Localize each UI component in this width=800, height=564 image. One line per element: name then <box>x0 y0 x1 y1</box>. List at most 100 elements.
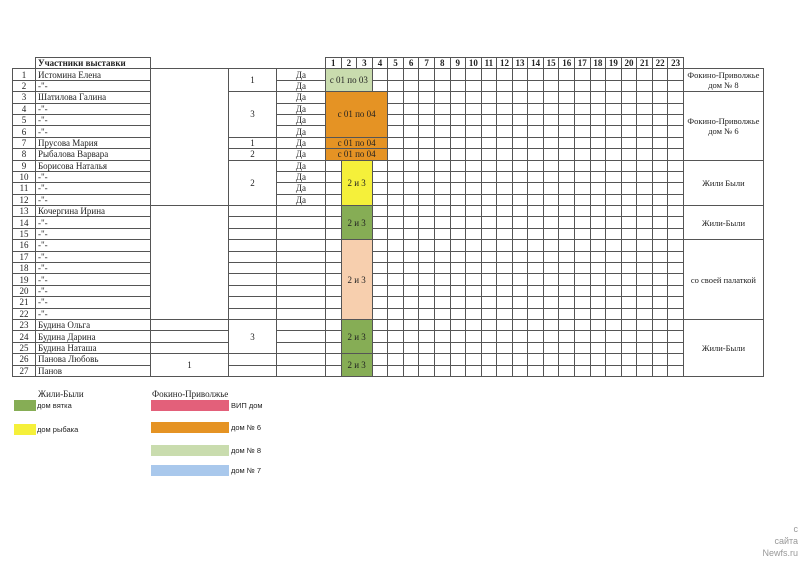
table-row: 21 -"- <box>12 296 764 309</box>
table-row: 26 Панова Любовь 1 2 и 3 <box>12 353 764 377</box>
day-header: 17 <box>574 56 591 70</box>
day-cell <box>589 227 607 241</box>
day-cell <box>402 205 420 218</box>
day-cell <box>511 284 529 298</box>
day-cell <box>402 307 420 321</box>
day-cell <box>465 273 482 286</box>
day-cell <box>402 113 420 127</box>
day-cell <box>651 216 669 229</box>
day-cell <box>527 307 544 321</box>
day-cell <box>511 113 529 127</box>
day-cell <box>558 159 575 172</box>
day-cell <box>636 353 653 366</box>
day-cell <box>387 330 404 343</box>
day-cell <box>651 170 669 184</box>
watermark-line: с <box>793 524 799 534</box>
participant-name: -"- <box>35 182 151 195</box>
day-header: 12 <box>496 56 513 70</box>
day-cell <box>387 296 404 309</box>
table-row: 16 -"- 2 и 3 со своей палаткой <box>12 239 764 320</box>
day-cell <box>527 170 544 184</box>
day-cell <box>371 296 389 309</box>
day-cell <box>496 318 513 332</box>
day-cell <box>620 250 638 264</box>
participant-name: Будина Ольга <box>35 318 151 332</box>
day-cell <box>449 216 467 229</box>
day-cell <box>496 227 513 241</box>
day-cell <box>651 91 669 104</box>
day-cell <box>558 341 575 355</box>
day-cell <box>574 307 591 321</box>
participant-name: -"- <box>35 307 151 321</box>
participant-name: Борисова Наталья <box>35 159 151 172</box>
day-cell <box>636 318 653 332</box>
accommodation-note: со своей палаткой <box>682 239 764 320</box>
table-row: 25 Будина Наташа <box>12 341 764 355</box>
day-cell <box>605 125 622 138</box>
day-cell <box>418 91 435 104</box>
day-cell <box>620 353 638 366</box>
day-cell <box>325 341 342 355</box>
legend-swatch <box>151 422 229 433</box>
day-cell <box>418 102 435 115</box>
day-cell <box>667 79 684 93</box>
count-cell <box>228 296 277 309</box>
day-cell <box>496 353 513 366</box>
day-cell <box>449 364 467 377</box>
day-cell <box>449 353 467 366</box>
table-row: 9 Борисова Наталья 2 Да 2 и 3 Жили Были <box>12 159 764 207</box>
row-number: 24 <box>12 330 36 343</box>
day-cell <box>465 68 482 81</box>
day-cell <box>558 136 575 150</box>
day-cell <box>527 353 544 366</box>
day-cell <box>418 205 435 218</box>
table-row: 13 Кочергина Ирина 2 и 3 Жили-Были <box>12 205 764 320</box>
day-cell <box>480 307 498 321</box>
day-cell <box>667 318 684 332</box>
day-cell <box>433 330 451 343</box>
day-cell <box>465 353 482 366</box>
participant-name: Истомина Елена <box>35 68 151 81</box>
participant-name: Панов <box>35 364 151 377</box>
day-cell <box>511 91 529 104</box>
day-cell <box>574 364 591 377</box>
day-cell <box>480 136 498 150</box>
day-cell <box>496 91 513 104</box>
day-cell <box>387 318 404 332</box>
day-cell <box>480 102 498 115</box>
day-cell <box>480 284 498 298</box>
day-cell <box>402 250 420 264</box>
day-cell <box>574 91 591 104</box>
confirmation-cell <box>276 353 326 366</box>
day-cell <box>651 136 669 150</box>
day-cell <box>574 262 591 275</box>
row-number: 8 <box>12 148 36 161</box>
day-cell <box>480 239 498 252</box>
day-cell <box>402 273 420 286</box>
day-cell <box>480 193 498 207</box>
day-cell <box>433 125 451 138</box>
day-header: 7 <box>418 56 435 70</box>
day-cell <box>636 148 653 161</box>
day-cell <box>527 113 544 127</box>
day-cell <box>449 284 467 298</box>
day-cell <box>589 353 607 366</box>
day-cell <box>465 125 482 138</box>
day-cell <box>651 182 669 195</box>
table-row: 8 Рыбалова Варвара 2 Да с 01 по 04 <box>12 148 764 161</box>
day-cell <box>651 102 669 115</box>
table-row: 12 -"- Да <box>12 193 764 207</box>
day-cell <box>387 91 404 104</box>
day-cell <box>605 159 622 172</box>
day-cell <box>589 341 607 355</box>
day-cell <box>496 364 513 377</box>
day-cell <box>542 250 560 264</box>
day-header: 20 <box>620 56 638 70</box>
day-cell <box>480 353 498 366</box>
day-cell <box>574 227 591 241</box>
confirmation-cell <box>276 341 326 355</box>
day-cell <box>325 227 342 241</box>
day-cell <box>589 330 607 343</box>
day-cell <box>325 159 342 172</box>
day-cell <box>387 262 404 275</box>
